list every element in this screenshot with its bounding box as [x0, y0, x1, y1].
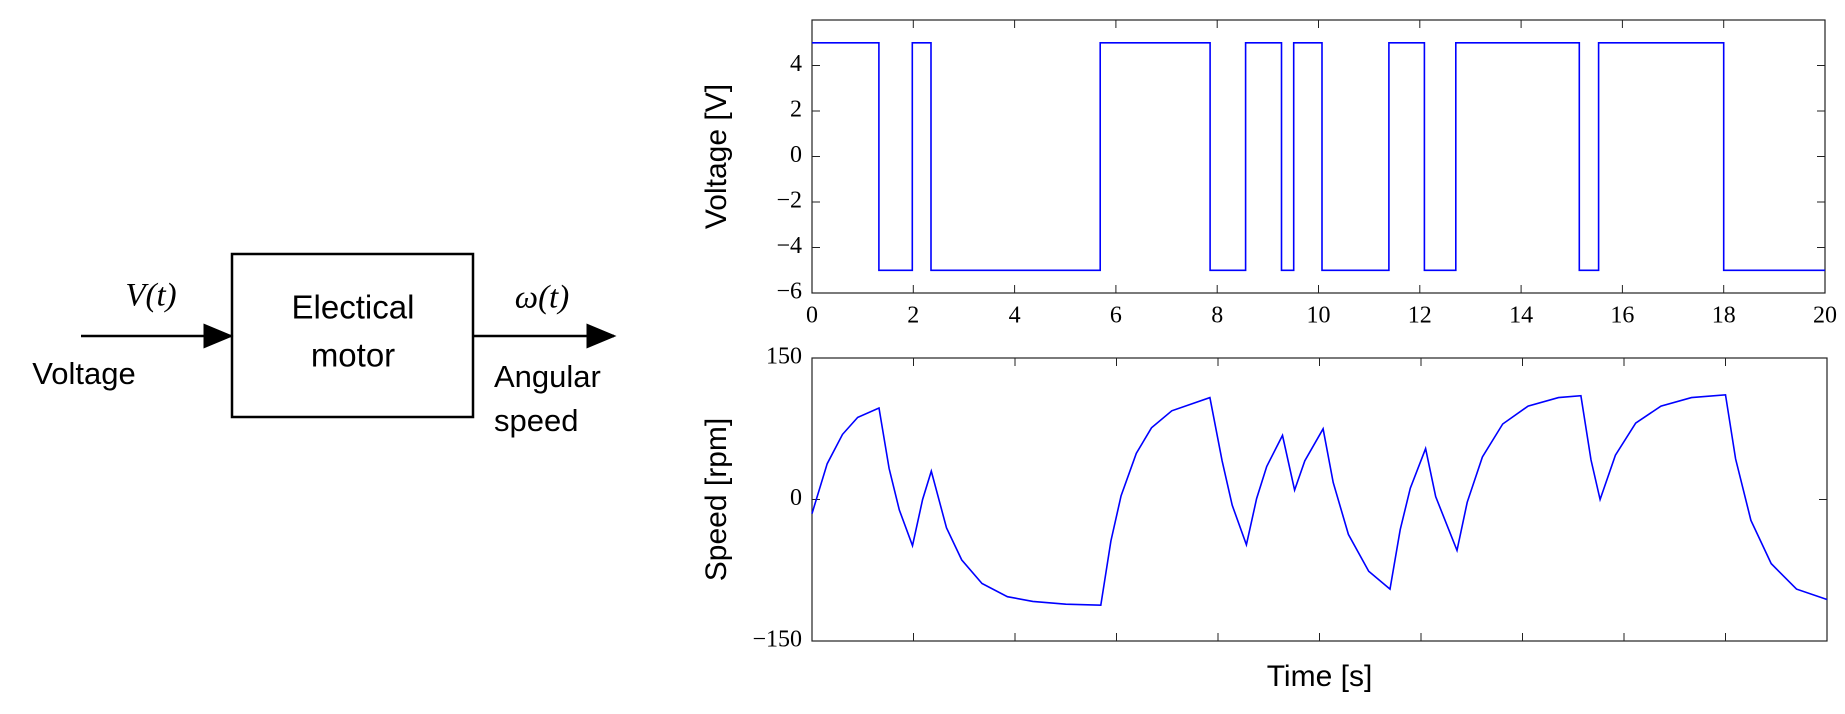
block-label: Electical	[292, 289, 415, 326]
x-tick-label: 4	[1009, 303, 1021, 329]
y-tick-label: 0	[790, 142, 802, 168]
x-tick-label: 8	[1211, 303, 1223, 329]
output-label: speed	[494, 403, 578, 438]
data-line	[811, 393, 1828, 607]
plot-frame	[811, 357, 1828, 642]
y-axis-label: Speed [rpm]	[700, 418, 733, 581]
block-label: motor	[311, 337, 395, 374]
output-label: Angular	[494, 359, 601, 394]
y-tick-label: −4	[776, 233, 802, 259]
input-signal: V(t)	[125, 278, 176, 314]
x-tick-label: 14	[1509, 303, 1533, 329]
output-signal: ω(t)	[515, 280, 569, 316]
y-tick-label: 150	[766, 344, 802, 370]
y-tick-label: −150	[752, 627, 802, 653]
y-axis-label: Voltage [V]	[700, 84, 733, 229]
x-tick-label: 0	[806, 303, 818, 329]
data-line	[812, 42, 1825, 272]
x-tick-label: 2	[907, 303, 919, 329]
y-tick-label: −6	[776, 279, 802, 305]
x-tick-label: 12	[1408, 303, 1432, 329]
motor-block	[230, 252, 475, 419]
y-tick-label: 0	[790, 485, 802, 511]
x-tick-label: 20	[1813, 303, 1837, 329]
y-tick-label: 2	[790, 97, 802, 123]
y-tick-label: 4	[790, 51, 802, 77]
input-label: Voltage	[32, 356, 135, 391]
y-tick-label: −2	[776, 188, 802, 214]
x-tick-label: 10	[1307, 303, 1331, 329]
x-tick-label: 16	[1610, 303, 1634, 329]
x-tick-label: 18	[1712, 303, 1736, 329]
x-tick-label: 6	[1110, 303, 1122, 329]
x-axis-label: Time [s]	[1267, 660, 1373, 693]
plot-frame	[811, 19, 1826, 294]
